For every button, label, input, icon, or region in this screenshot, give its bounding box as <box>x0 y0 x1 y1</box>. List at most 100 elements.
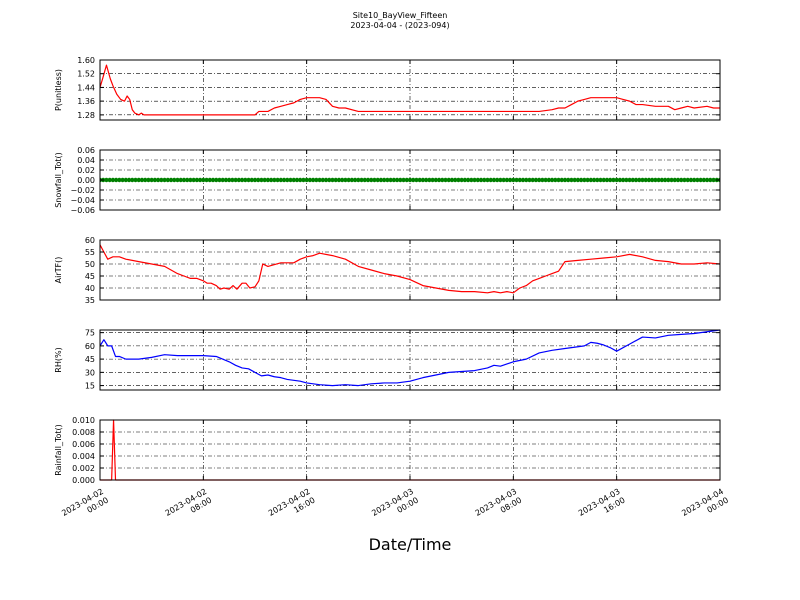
panel-1-point <box>184 177 190 183</box>
panel-4-ytick-label-3: 0.006 <box>72 440 95 449</box>
panel-1-point <box>194 177 200 183</box>
panel-1-point <box>291 177 296 183</box>
chart-subtitle: 2023-04-04 - (2023-094) <box>350 21 450 30</box>
panel-1-point <box>226 177 232 183</box>
panel-1-point <box>472 177 477 183</box>
panel-1-point <box>285 177 290 183</box>
panel-1-point <box>233 177 238 183</box>
panel-1-point <box>643 177 648 183</box>
panel-1-point <box>566 177 571 183</box>
panel-1-ytick-label-3: 0.00 <box>77 176 95 185</box>
panel-1-point <box>569 177 574 183</box>
panel-2-series-line <box>100 244 720 294</box>
panel-1-point <box>649 177 655 183</box>
panel-1-point <box>246 177 251 183</box>
panel-1-point <box>520 177 526 183</box>
panel-0-series-line <box>100 64 720 116</box>
panel-1-point <box>624 177 629 183</box>
panel-4-ytick-label-0: 0.000 <box>72 476 95 485</box>
panel-1-point <box>446 177 451 183</box>
panel-1-point <box>197 177 203 183</box>
panel-1-point <box>388 177 393 183</box>
panel-1-point <box>440 177 445 183</box>
panel-1-point <box>608 177 613 183</box>
panel-1-point <box>117 177 122 183</box>
panel-1-point <box>708 177 713 183</box>
panel-1-point <box>239 177 245 183</box>
panel-1-point <box>620 177 626 183</box>
panel-1-point <box>191 177 196 183</box>
panel-1-points <box>100 177 720 183</box>
panel-1-point <box>482 177 487 183</box>
panel-1-point <box>494 177 500 183</box>
panel-1-point <box>256 177 261 183</box>
panel-1-point <box>585 177 590 183</box>
panel-1-point <box>549 177 555 183</box>
panel-1-point <box>214 177 219 183</box>
panel-1-point <box>243 177 248 183</box>
panel-1-point <box>491 177 497 183</box>
panel-1-point <box>536 177 542 183</box>
panel-1-point <box>323 177 329 183</box>
panel-3-ytick-label-3: 60 <box>85 342 95 351</box>
panel-1-point <box>575 177 581 183</box>
panel-1-point <box>133 177 138 183</box>
panel-1-point <box>507 177 513 183</box>
panel-1-point <box>517 177 522 183</box>
panel-1-point <box>369 177 374 183</box>
panel-1-point <box>210 177 216 183</box>
panel-2-ytick-label-4: 55 <box>85 248 95 257</box>
panel-3-series-line <box>100 329 720 387</box>
panel-1-point <box>504 177 510 183</box>
panel-1-point <box>527 177 532 183</box>
panel-1-point <box>598 177 603 183</box>
panel-1-point <box>675 177 681 183</box>
panel-1-point <box>236 177 242 183</box>
panel-1-point <box>501 177 506 183</box>
panel-1-point <box>304 177 309 183</box>
panel-1-point <box>630 177 636 183</box>
panel-1-point <box>346 177 351 183</box>
panel-1-point <box>582 177 587 183</box>
panel-1-point <box>498 177 503 183</box>
chart-title: Site10_BayView_Fifteen <box>352 11 448 20</box>
panel-1-point <box>572 177 577 183</box>
panel-1-point <box>204 177 209 183</box>
panel-1-point <box>394 177 400 183</box>
panel-2-ytick-label-0: 35 <box>85 296 95 305</box>
panel-3-ytick-label-1: 30 <box>85 368 95 377</box>
panel-1-point <box>139 177 145 183</box>
panel-1-point <box>123 177 129 183</box>
panel-1-point <box>456 177 461 183</box>
panel-1-point <box>433 177 439 183</box>
x-axis-label: Date/Time <box>368 535 452 554</box>
panel-0-ytick-label-2: 1.44 <box>77 83 95 92</box>
panel-1-point <box>272 177 277 183</box>
panel-2-ylabel: AirTF() <box>54 257 63 284</box>
panel-1-point <box>704 177 710 183</box>
panel-1-point <box>682 177 687 183</box>
panel-1-point <box>453 177 458 183</box>
panel-1-point <box>701 177 707 183</box>
panel-1-point <box>462 177 468 183</box>
panel-1-point <box>217 177 222 183</box>
panel-1-point <box>398 177 403 183</box>
panel-1-point <box>143 177 148 183</box>
panel-1-point <box>268 177 274 183</box>
panel-1-point <box>230 177 235 183</box>
panel-1-point <box>333 177 338 183</box>
panel-1-point <box>343 177 348 183</box>
panel-1-point <box>488 177 493 183</box>
panel-1-ytick-label-4: 0.02 <box>77 166 95 175</box>
panel-1-point <box>362 177 367 183</box>
panel-1-point <box>136 177 141 183</box>
panel-4-ytick-label-2: 0.004 <box>72 452 95 461</box>
panel-1-point <box>411 177 416 183</box>
panel-1-point <box>653 177 658 183</box>
panel-1-point <box>330 177 335 183</box>
panel-1-point <box>301 177 306 183</box>
